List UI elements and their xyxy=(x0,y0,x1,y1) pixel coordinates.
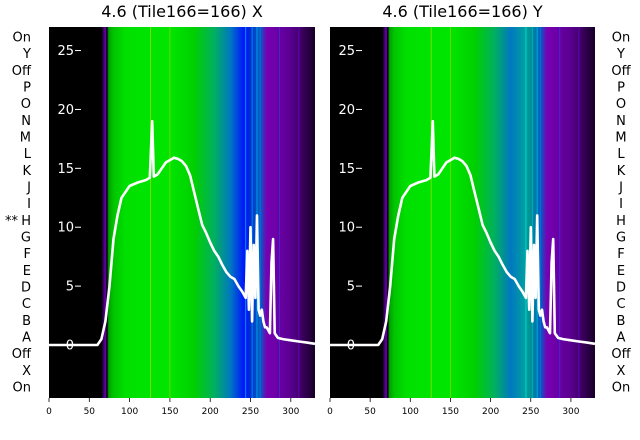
row-label: D xyxy=(616,281,626,296)
row-label: Y xyxy=(616,47,625,62)
row-label: L xyxy=(617,147,625,162)
row-label: C xyxy=(616,297,625,312)
row-label: E xyxy=(617,264,625,279)
x-tick-label: 50 xyxy=(84,407,96,417)
row-label: H xyxy=(21,214,31,229)
row-label: G xyxy=(616,231,626,246)
row-label: D xyxy=(21,281,31,296)
row-label: N xyxy=(616,114,626,129)
row-label: H xyxy=(616,214,626,229)
row-label: A xyxy=(22,331,31,346)
row-label: Y xyxy=(22,47,31,62)
row-label: On xyxy=(612,381,630,396)
x-tick-label: 250 xyxy=(242,407,259,417)
x-tick-label: 100 xyxy=(402,407,419,417)
row-label: On xyxy=(13,31,31,46)
row-label: G xyxy=(21,231,31,246)
series-line xyxy=(330,119,596,347)
row-label: J xyxy=(26,181,31,196)
row-label: K xyxy=(617,164,626,179)
row-label: M xyxy=(20,131,31,146)
y-tick-label: 20 xyxy=(338,103,355,118)
row-label: L xyxy=(24,147,32,162)
x-tick-label: 0 xyxy=(327,407,333,417)
row-label: I xyxy=(27,197,31,212)
row-label: P xyxy=(23,81,31,96)
y-tick-label: 25 xyxy=(338,44,355,59)
row-label: K xyxy=(22,164,31,179)
row-label: B xyxy=(22,314,31,329)
y-tick-label: 25 xyxy=(57,44,74,59)
y-tick-label: 5 xyxy=(347,280,355,295)
row-label: Off xyxy=(12,64,32,79)
row-label: O xyxy=(616,97,626,112)
x-tick-label: 100 xyxy=(121,407,138,417)
row-marker-label: ** xyxy=(5,214,19,229)
row-label: Off xyxy=(611,347,631,362)
row-label: Off xyxy=(12,347,32,362)
row-label: On xyxy=(612,31,630,46)
x-tick-label: 50 xyxy=(364,407,376,417)
row-label: I xyxy=(619,197,623,212)
x-tick-label: 0 xyxy=(46,407,52,417)
x-tick-label: 150 xyxy=(161,407,178,417)
row-label: J xyxy=(618,181,623,196)
y-tick-label: 20 xyxy=(57,103,74,118)
x-tick-label: 300 xyxy=(282,407,299,417)
row-label: C xyxy=(22,297,31,312)
x-tick-label: 200 xyxy=(202,407,219,417)
row-label: Off xyxy=(611,64,631,79)
x-tick-label: 150 xyxy=(442,407,459,417)
row-label: B xyxy=(617,314,626,329)
series-line xyxy=(49,119,316,347)
row-label: F xyxy=(617,247,624,262)
row-label: N xyxy=(21,114,31,129)
row-label: F xyxy=(24,247,31,262)
y-tick-label: 10 xyxy=(57,221,74,236)
x-tick-label: 300 xyxy=(562,407,579,417)
row-label: E xyxy=(23,264,31,279)
y-tick-label: 5 xyxy=(66,280,74,295)
y-tick-label: 15 xyxy=(338,162,355,177)
row-label: X xyxy=(22,364,31,379)
row-label: On xyxy=(13,381,31,396)
y-tick-label: 10 xyxy=(338,221,355,236)
chart-title-left: 4.6 (Tile166=166) X xyxy=(101,2,263,21)
row-label: M xyxy=(615,131,626,146)
y-tick-label: 15 xyxy=(57,162,74,177)
row-label: P xyxy=(617,81,625,96)
row-marker: ** xyxy=(5,214,19,229)
row-label: X xyxy=(617,364,626,379)
chart-title-right: 4.6 (Tile166=166) Y xyxy=(382,2,543,21)
row-label: O xyxy=(21,97,31,112)
row-label: A xyxy=(617,331,626,346)
heatmap-panel-left xyxy=(49,27,315,398)
x-tick-label: 250 xyxy=(522,407,539,417)
heatmap-panel-right xyxy=(330,27,595,398)
x-tick-label: 200 xyxy=(482,407,499,417)
